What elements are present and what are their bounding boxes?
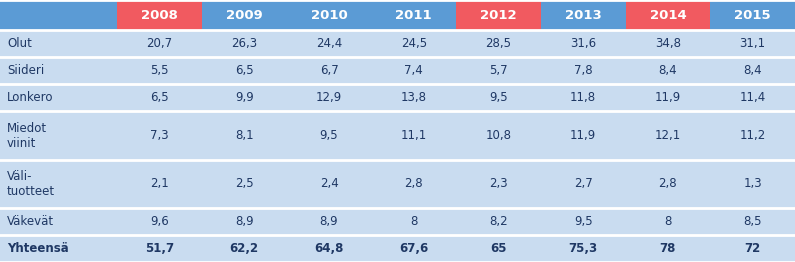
Text: 24,4: 24,4 bbox=[316, 37, 342, 50]
Text: 2,4: 2,4 bbox=[320, 177, 339, 190]
Text: 6,5: 6,5 bbox=[150, 91, 169, 104]
Text: 2,5: 2,5 bbox=[235, 177, 254, 190]
Text: 10,8: 10,8 bbox=[486, 129, 511, 142]
Bar bbox=[0, 235, 795, 262]
Text: 2009: 2009 bbox=[226, 9, 262, 21]
Text: 13,8: 13,8 bbox=[401, 91, 427, 104]
Text: 65: 65 bbox=[491, 242, 506, 255]
Bar bbox=[541, 0, 626, 30]
Text: 72: 72 bbox=[744, 242, 761, 255]
Text: 2014: 2014 bbox=[650, 9, 686, 21]
Text: 8,4: 8,4 bbox=[658, 64, 677, 77]
Bar bbox=[202, 0, 287, 30]
Text: 7,3: 7,3 bbox=[150, 129, 169, 142]
Text: 12,1: 12,1 bbox=[655, 129, 681, 142]
Text: 31,6: 31,6 bbox=[570, 37, 596, 50]
Text: 2008: 2008 bbox=[142, 9, 178, 21]
Text: 12,9: 12,9 bbox=[316, 91, 342, 104]
Text: 11,9: 11,9 bbox=[655, 91, 681, 104]
Text: 2,1: 2,1 bbox=[150, 177, 169, 190]
Text: 5,5: 5,5 bbox=[150, 64, 169, 77]
Bar bbox=[117, 0, 202, 30]
Text: 9,5: 9,5 bbox=[320, 129, 339, 142]
Text: 2013: 2013 bbox=[564, 9, 602, 21]
Text: Miedot
viinit: Miedot viinit bbox=[7, 122, 47, 150]
Text: 64,8: 64,8 bbox=[314, 242, 343, 255]
Text: Väkevät: Väkevät bbox=[7, 215, 54, 228]
Text: 26,3: 26,3 bbox=[231, 37, 258, 50]
Text: 11,9: 11,9 bbox=[570, 129, 596, 142]
Text: 2011: 2011 bbox=[395, 9, 432, 21]
Bar bbox=[0, 84, 795, 111]
Text: 2,3: 2,3 bbox=[489, 177, 508, 190]
Bar bbox=[0, 57, 795, 84]
Text: 8,9: 8,9 bbox=[235, 215, 254, 228]
Text: 5,7: 5,7 bbox=[489, 64, 508, 77]
Text: 31,1: 31,1 bbox=[739, 37, 766, 50]
Text: 75,3: 75,3 bbox=[568, 242, 598, 255]
Text: 8,5: 8,5 bbox=[743, 215, 762, 228]
Text: 1,3: 1,3 bbox=[743, 177, 762, 190]
Bar bbox=[0, 111, 795, 160]
Text: 20,7: 20,7 bbox=[146, 37, 173, 50]
Text: 8,4: 8,4 bbox=[743, 64, 762, 77]
Bar bbox=[710, 0, 795, 30]
Text: 78: 78 bbox=[660, 242, 676, 255]
Bar bbox=[371, 0, 456, 30]
Text: 8: 8 bbox=[410, 215, 417, 228]
Text: 8: 8 bbox=[665, 215, 672, 228]
Text: 2015: 2015 bbox=[735, 9, 771, 21]
Text: 11,4: 11,4 bbox=[739, 91, 766, 104]
Text: 7,8: 7,8 bbox=[574, 64, 592, 77]
Bar bbox=[0, 160, 795, 208]
Text: Siideri: Siideri bbox=[7, 64, 45, 77]
Text: 2,7: 2,7 bbox=[574, 177, 592, 190]
Text: 62,2: 62,2 bbox=[230, 242, 259, 255]
Bar bbox=[0, 30, 795, 57]
Text: 8,2: 8,2 bbox=[489, 215, 508, 228]
Text: 8,1: 8,1 bbox=[235, 129, 254, 142]
Text: 9,6: 9,6 bbox=[150, 215, 169, 228]
Bar bbox=[626, 0, 710, 30]
Text: 11,2: 11,2 bbox=[739, 129, 766, 142]
Text: 9,5: 9,5 bbox=[489, 91, 508, 104]
Text: 11,1: 11,1 bbox=[401, 129, 427, 142]
Text: 2,8: 2,8 bbox=[658, 177, 677, 190]
Text: Väli-
tuotteet: Väli- tuotteet bbox=[7, 170, 55, 198]
Text: 6,5: 6,5 bbox=[235, 64, 254, 77]
Text: 2012: 2012 bbox=[480, 9, 517, 21]
Bar bbox=[456, 0, 541, 30]
Text: 67,6: 67,6 bbox=[399, 242, 429, 255]
Text: 11,8: 11,8 bbox=[570, 91, 596, 104]
Bar bbox=[0, 208, 795, 235]
Text: 2,8: 2,8 bbox=[405, 177, 423, 190]
Bar bbox=[287, 0, 371, 30]
Text: 8,9: 8,9 bbox=[320, 215, 339, 228]
Bar bbox=[0, 0, 117, 30]
Text: 51,7: 51,7 bbox=[145, 242, 174, 255]
Text: Yhteensä: Yhteensä bbox=[7, 242, 69, 255]
Text: 2010: 2010 bbox=[311, 9, 347, 21]
Text: 34,8: 34,8 bbox=[655, 37, 681, 50]
Text: 9,5: 9,5 bbox=[574, 215, 592, 228]
Text: Olut: Olut bbox=[7, 37, 32, 50]
Text: 24,5: 24,5 bbox=[401, 37, 427, 50]
Text: 9,9: 9,9 bbox=[235, 91, 254, 104]
Text: 7,4: 7,4 bbox=[405, 64, 423, 77]
Text: Lonkero: Lonkero bbox=[7, 91, 53, 104]
Text: 6,7: 6,7 bbox=[320, 64, 339, 77]
Text: 28,5: 28,5 bbox=[486, 37, 511, 50]
